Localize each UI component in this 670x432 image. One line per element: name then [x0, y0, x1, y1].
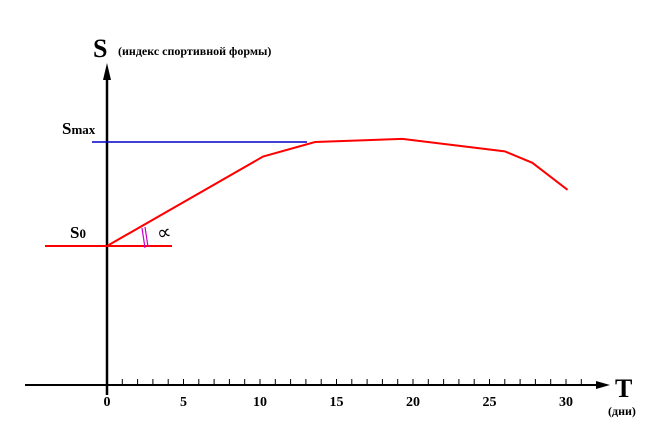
- x-tick-label: 5: [180, 395, 187, 410]
- form-curve: [106, 137, 569, 247]
- y-axis-arrow: [103, 63, 111, 80]
- x-axis-arrow: [596, 381, 610, 389]
- x-tick-label: 15: [330, 395, 344, 410]
- x-tick-label: 20: [406, 395, 420, 410]
- x-tick-label: 30: [559, 395, 573, 410]
- s0-label: S0: [70, 223, 86, 242]
- angle-arc-1: [141, 227, 146, 249]
- angle-alpha-label: ∝: [155, 219, 173, 245]
- x-tick-label: 0: [104, 395, 111, 410]
- x-tick-label: 10: [253, 395, 267, 410]
- x-tick-label: 25: [483, 395, 497, 410]
- x-axis-label: (дни): [608, 404, 636, 418]
- y-axis-symbol: S: [93, 34, 107, 63]
- x-axis-symbol: T: [615, 374, 632, 403]
- smax-label: Smax: [62, 119, 96, 138]
- y-axis-label: (индекс спортивной формы): [118, 44, 271, 58]
- angle-arc-2: [144, 226, 149, 248]
